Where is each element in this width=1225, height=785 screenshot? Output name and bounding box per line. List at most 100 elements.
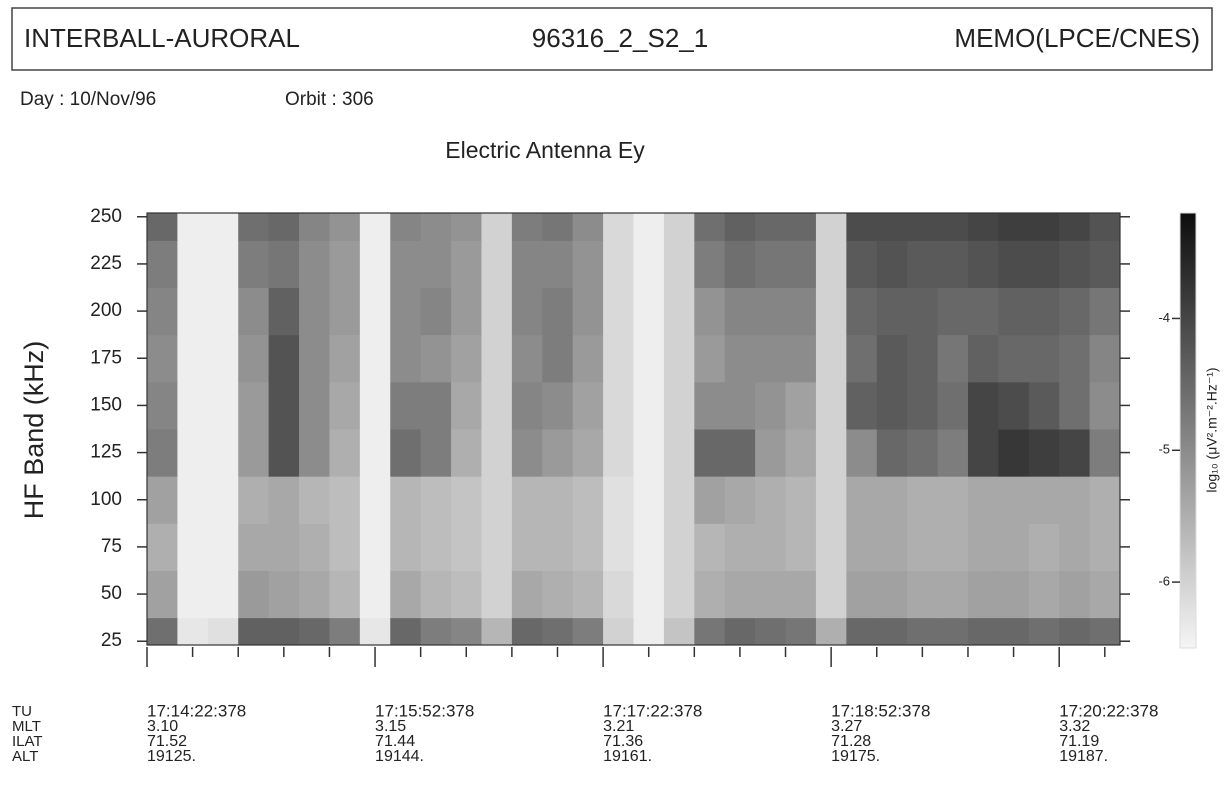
heatmap-cell xyxy=(572,570,604,619)
heatmap-cell xyxy=(420,476,452,524)
heatmap-cell xyxy=(633,523,665,571)
heatmap-cell xyxy=(694,476,726,524)
heatmap-cell xyxy=(268,429,300,477)
heatmap-cell xyxy=(572,334,604,383)
heatmap-cell xyxy=(299,334,330,383)
heatmap-cell xyxy=(603,240,634,289)
heatmap-cell xyxy=(481,334,513,383)
heatmap-cell xyxy=(907,334,939,383)
header-box xyxy=(11,7,1213,71)
heatmap-cell xyxy=(451,240,482,289)
heatmap-cell xyxy=(147,334,178,383)
heatmap-cell xyxy=(451,476,482,524)
heatmap-cell xyxy=(785,213,817,241)
heatmap-cell xyxy=(755,523,787,571)
heatmap-cell xyxy=(542,429,574,477)
heatmap-cell xyxy=(542,334,574,383)
heatmap-cell xyxy=(663,617,695,645)
heatmap-cell xyxy=(846,381,878,430)
heatmap-cell xyxy=(663,381,695,430)
heatmap-cell xyxy=(390,287,422,336)
heatmap-cell xyxy=(207,429,239,477)
heatmap-cell xyxy=(1059,476,1091,524)
heatmap-cell xyxy=(359,240,391,289)
heatmap-cell xyxy=(268,381,300,430)
heatmap-cell xyxy=(147,213,178,241)
heatmap-cell xyxy=(451,213,482,241)
heatmap-cell xyxy=(390,570,422,619)
heatmap-cell xyxy=(1059,617,1091,645)
heatmap-cell xyxy=(1089,523,1120,571)
heatmap-cell xyxy=(511,523,543,571)
heatmap-cell xyxy=(299,570,330,619)
heatmap-cell xyxy=(998,287,1030,336)
heatmap-cell xyxy=(846,617,878,645)
heatmap-cell xyxy=(572,523,604,571)
heatmap-cell xyxy=(1089,381,1120,430)
heatmap-cell xyxy=(846,523,878,571)
y-tick-label: 125 xyxy=(90,442,122,463)
heatmap-cell xyxy=(390,334,422,383)
heatmap-cell xyxy=(815,287,847,336)
heatmap-cell xyxy=(1089,476,1120,524)
plot-frame xyxy=(146,212,1121,646)
heatmap-cell xyxy=(755,240,787,289)
colorbar-tick-label: -6 xyxy=(1158,574,1170,589)
y-tick-label: 50 xyxy=(101,583,122,604)
heatmap-cell xyxy=(1089,287,1120,336)
heatmap-cell xyxy=(694,523,726,571)
heatmap-cell xyxy=(937,213,969,241)
heatmap-cell xyxy=(967,617,999,645)
heatmap-cell xyxy=(998,617,1030,645)
y-tick-label: 150 xyxy=(90,394,122,415)
heatmap-cell xyxy=(1089,240,1120,289)
orbit: Orbit : 306 xyxy=(285,89,374,110)
x-tick-label: 17:14:22:378 xyxy=(147,701,246,720)
heatmap-cell xyxy=(1028,240,1060,289)
heatmap-cell xyxy=(1028,570,1060,619)
heatmap-cell xyxy=(207,287,239,336)
heatmap-cell xyxy=(451,570,482,619)
heatmap-cell xyxy=(572,617,604,645)
heatmap-cell xyxy=(238,381,270,430)
heatmap-cell xyxy=(755,617,787,645)
table-value: 71.36 xyxy=(603,733,643,750)
heatmap-cell xyxy=(511,617,543,645)
heatmap-cell xyxy=(876,429,908,477)
heatmap-cell xyxy=(694,429,726,477)
heatmap-cell xyxy=(542,381,574,430)
heatmap-cell xyxy=(1028,213,1060,241)
heatmap-cell xyxy=(420,570,452,619)
heatmap-cell xyxy=(755,287,787,336)
heatmap-cell xyxy=(785,334,817,383)
heatmap-cell xyxy=(451,429,482,477)
table-value: 19161. xyxy=(603,748,652,765)
colorbar xyxy=(1179,212,1197,649)
heatmap-cell xyxy=(572,240,604,289)
heatmap-cell xyxy=(177,570,209,619)
heatmap-cell xyxy=(329,570,361,619)
heatmap-cell xyxy=(694,381,726,430)
heatmap-cell xyxy=(329,213,361,241)
colorbar-label: log₁₀ (μV².m⁻².Hz⁻¹) xyxy=(1204,367,1220,492)
heatmap-cell xyxy=(815,476,847,524)
heatmap-cell xyxy=(876,240,908,289)
heatmap-cell xyxy=(755,429,787,477)
heatmap-cell xyxy=(663,287,695,336)
source: MEMO(LPCE/CNES) xyxy=(954,23,1200,53)
y-tick-label: 100 xyxy=(90,489,122,510)
heatmap-cell xyxy=(724,570,756,619)
table-value: 3.21 xyxy=(603,718,634,735)
heatmap-cell xyxy=(1028,429,1060,477)
heatmap-cell xyxy=(1059,287,1091,336)
heatmap-cell xyxy=(268,476,300,524)
heatmap-cell xyxy=(147,476,178,524)
heatmap-cell xyxy=(299,381,330,430)
heatmap-cell xyxy=(1059,381,1091,430)
heatmap-cell xyxy=(329,429,361,477)
heatmap-cell xyxy=(907,429,939,477)
heatmap-cell xyxy=(420,523,452,571)
heatmap-cell xyxy=(420,429,452,477)
heatmap-cell xyxy=(511,287,543,336)
heatmap-cell xyxy=(633,213,665,241)
